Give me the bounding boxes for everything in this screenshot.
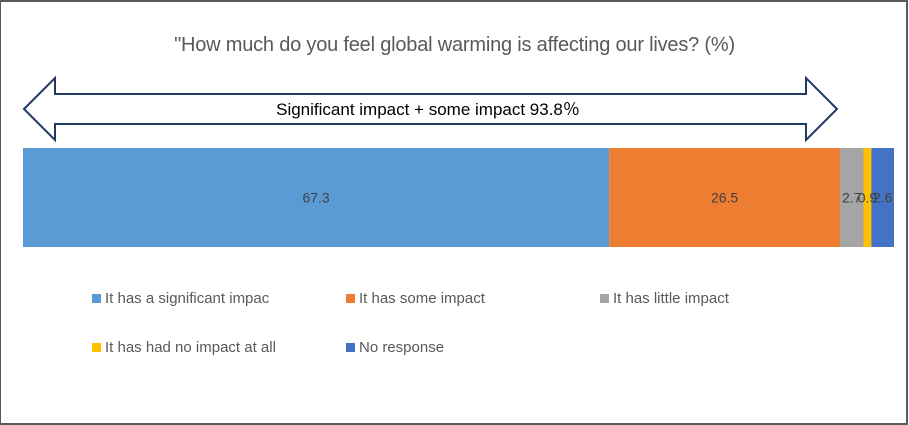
- data-label-2: 2.7: [842, 190, 862, 206]
- legend-label-1: It has some impact: [359, 290, 485, 307]
- data-label-1: 26.5: [711, 190, 738, 206]
- legend-swatch-3: [92, 343, 101, 352]
- data-labels: 67.3 26.5 2.70.92.6: [302, 190, 892, 206]
- bar-segment-3: [863, 148, 872, 247]
- stacked-bar: [23, 148, 894, 247]
- legend-label-4: No response: [359, 339, 445, 356]
- chart-title: "How much do you feel global warming is …: [174, 34, 735, 56]
- data-label-3: 0.9: [858, 190, 878, 206]
- legend-label-3: It has had no impact at all: [105, 339, 276, 356]
- legend-item-3: It has had no impact at all: [92, 339, 276, 356]
- double-arrow-annotation: [22, 75, 839, 143]
- legend-label-0: It has a significant impac: [105, 290, 270, 307]
- bar-segment-0: [23, 148, 610, 247]
- bar-segment-2: [839, 148, 864, 247]
- legend-swatch-2: [600, 294, 609, 303]
- legend-item-2: It has little impact: [600, 290, 729, 307]
- bar-segment-1: [609, 148, 840, 247]
- legend-swatch-1: [346, 294, 355, 303]
- legend-item-1: It has some impact: [346, 290, 485, 307]
- annotation-text: Significant impact + some impact 93.8％: [276, 100, 580, 119]
- legend-item-0: It has a significant impac: [92, 290, 269, 307]
- legend-swatch-4: [346, 343, 355, 352]
- legend-item-4: No response: [346, 339, 444, 356]
- legend-label-2: It has little impact: [613, 290, 729, 307]
- legend-swatch-0: [92, 294, 101, 303]
- data-label-0: 67.3: [302, 190, 329, 206]
- bar-segment-4: [871, 148, 894, 247]
- data-label-4: 2.6: [873, 190, 893, 206]
